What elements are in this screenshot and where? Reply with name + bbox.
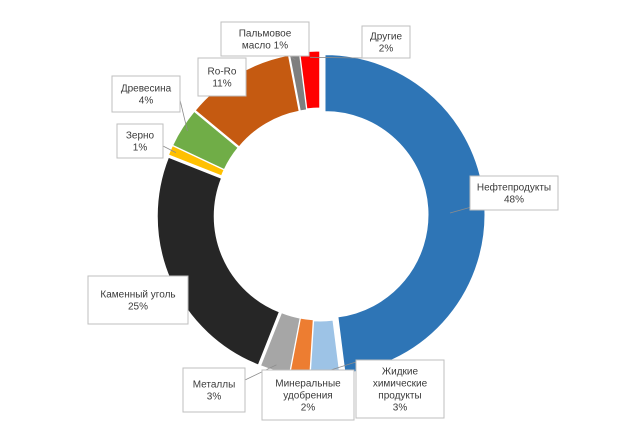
slice-value-label: 25% <box>128 302 148 313</box>
label-box <box>197 57 247 97</box>
slice-name-label: химические <box>373 379 428 390</box>
slice-value-label: 2% <box>301 403 316 414</box>
slice-value-label: 4% <box>139 96 154 107</box>
slice-name-label: Минеральные <box>275 379 341 390</box>
leader-line-palm <box>289 55 296 61</box>
slice-name-label: удобрения <box>283 390 332 402</box>
label-box <box>355 359 445 419</box>
slice-name-label: Другие <box>370 32 402 43</box>
slice-value-label: 48% <box>504 195 524 206</box>
leader-line-wood <box>179 99 188 131</box>
slice-value-label: 3% <box>393 403 408 414</box>
slice-name-label: Каменный уголь <box>100 290 175 301</box>
slice-name-label: Нефтепродукты <box>477 182 551 194</box>
slice-wood <box>172 110 239 171</box>
slice-name-label: продукты <box>378 391 421 402</box>
leader-line-metals <box>244 364 277 381</box>
slice-name-label: Ro-Ro <box>208 67 237 78</box>
label-box <box>87 275 189 325</box>
slice-name-label: Зерно <box>126 131 155 142</box>
slice-value-label: 3% <box>207 392 222 403</box>
leader-line-other <box>310 56 363 59</box>
slice-name-label: масло 1% <box>242 41 288 52</box>
label-box <box>361 25 411 59</box>
label-box <box>182 367 246 413</box>
slice-coal <box>156 156 280 366</box>
label-box <box>220 21 310 57</box>
label-box <box>111 75 181 113</box>
leader-line-grain <box>162 145 177 154</box>
slice-name-label: Жидкие <box>382 367 419 378</box>
slice-chem <box>309 319 341 379</box>
slice-value-label: 1% <box>133 143 148 154</box>
slice-value-label: 2% <box>379 44 394 55</box>
slice-name-label: Древесина <box>121 84 172 95</box>
label-box <box>261 369 355 421</box>
slice-name-label: Пальмовое <box>239 29 292 40</box>
slice-value-label: 11% <box>212 79 231 90</box>
slices-layer <box>156 50 486 379</box>
label-box <box>116 123 164 159</box>
slice-name-label: Металлы <box>193 380 236 391</box>
slice-oil <box>324 54 486 374</box>
label-box <box>469 175 559 211</box>
